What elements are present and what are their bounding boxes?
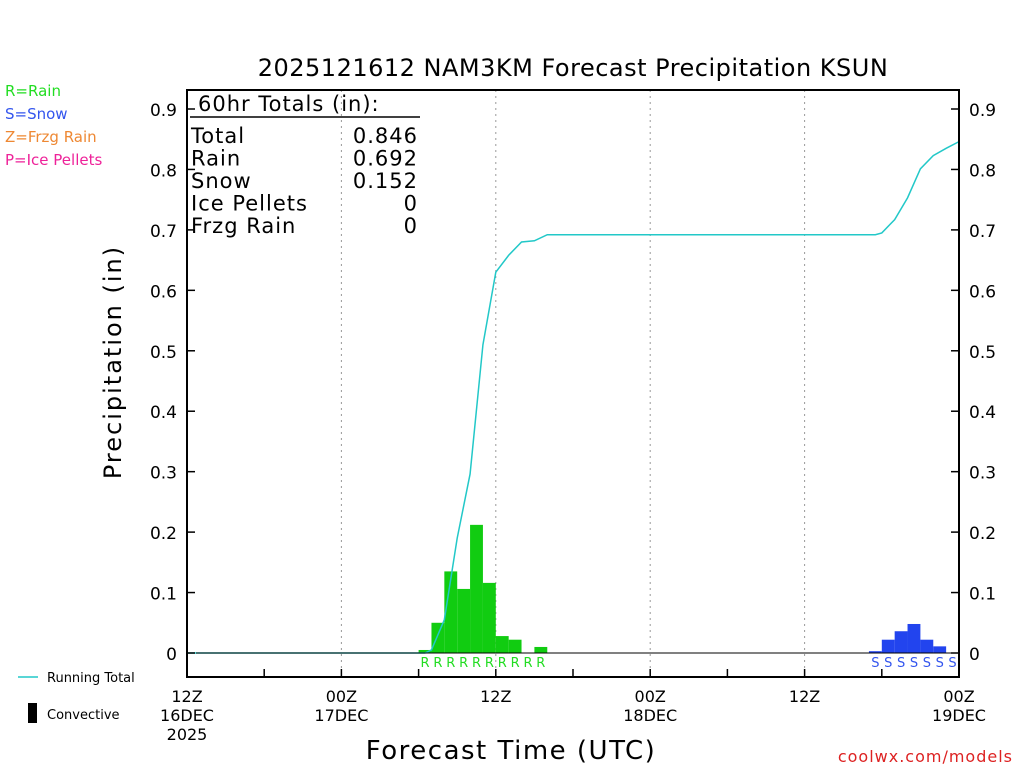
x-tick-label: 17DEC <box>314 706 368 725</box>
x-tick-label: 2025 <box>167 725 208 744</box>
y-tick-label-left: 0 <box>166 645 177 665</box>
x-tick-label: 12Z <box>171 687 202 706</box>
type-marker-R: R <box>485 656 494 671</box>
type-marker-R: R <box>472 656 481 671</box>
convective-swatch <box>28 703 37 723</box>
type-marker-R: R <box>433 656 442 671</box>
type-marker-R: R <box>536 656 545 671</box>
y-tick-label-left: 0.9 <box>150 101 177 121</box>
totals-box: 60hr Totals (in): Total 0.846 Rain 0.692 Sno… <box>190 92 420 238</box>
y-tick-label-right: 0.5 <box>969 343 996 363</box>
x-tick-label: 12Z <box>480 687 511 706</box>
x-tick-label: 00Z <box>326 687 357 706</box>
y-axis-left: 0 0.1 0.2 0.3 0.4 0.5 0.6 0.7 0.8 0.9 <box>150 101 195 665</box>
type-legend-entry: P=Ice Pellets <box>5 151 102 169</box>
precip-bar <box>894 631 908 653</box>
x-axis-label: Forecast Time (UTC) <box>366 736 657 766</box>
running-total-line-group <box>187 140 960 654</box>
x-tick-label: 00Z <box>635 687 666 706</box>
type-marker-S: S <box>936 656 944 671</box>
type-marker-S: S <box>948 656 956 671</box>
type-marker-R: R <box>446 656 455 671</box>
totals-label: Rain <box>191 147 241 171</box>
totals-value: 0.846 <box>353 124 418 148</box>
x-tick-label: 16DEC <box>160 706 214 725</box>
precip-bar <box>418 649 432 653</box>
precip-bar <box>457 588 471 653</box>
totals-label: Total <box>190 124 245 148</box>
y-tick-label-left: 0.4 <box>150 403 177 423</box>
y-tick-label-right: 0.1 <box>969 585 996 605</box>
type-marker-R: R <box>523 656 532 671</box>
type-marker-S: S <box>923 656 931 671</box>
precip-type-legend: R=Rain S=Snow Z=Frzg Rain P=Ice Pellets <box>5 82 102 169</box>
precip-bar <box>933 646 947 653</box>
type-marker-S: S <box>871 656 879 671</box>
type-marker-R: R <box>459 656 468 671</box>
y-tick-label-right: 0 <box>969 645 980 665</box>
y-tick-label-right: 0.7 <box>969 222 996 242</box>
type-marker-R: R <box>511 656 520 671</box>
type-marker-S: S <box>897 656 905 671</box>
y-tick-label-right: 0.9 <box>969 101 996 121</box>
precip-bar <box>868 651 882 653</box>
y-axis-right: 0 0.1 0.2 0.3 0.4 0.5 0.6 0.7 0.8 0.9 <box>951 101 996 665</box>
y-tick-label-left: 0.1 <box>150 585 177 605</box>
precip-bar <box>470 524 483 653</box>
precip-bar <box>508 639 522 653</box>
type-legend-entry: Z=Frzg Rain <box>5 128 97 146</box>
y-tick-label-left: 0.2 <box>150 524 177 544</box>
x-tick-label: 12Z <box>789 687 820 706</box>
totals-label: Snow <box>191 169 252 193</box>
precip-bar <box>444 571 458 653</box>
y-tick-label-left: 0.8 <box>150 161 177 181</box>
totals-value: 0 <box>404 214 418 238</box>
convective-legend-label: Convective <box>47 708 120 723</box>
y-tick-label-left: 0.5 <box>150 343 177 363</box>
type-marker-S: S <box>910 656 918 671</box>
type-marker-S: S <box>884 656 892 671</box>
precip-bar <box>907 623 921 653</box>
type-marker-R: R <box>421 656 430 671</box>
y-tick-label-left: 0.6 <box>150 282 177 302</box>
y-tick-label-right: 0.8 <box>969 161 996 181</box>
running-total-line <box>187 140 960 654</box>
precip-bar <box>482 582 496 653</box>
precip-bar <box>881 639 895 653</box>
plot-frame <box>186 89 960 678</box>
totals-value: 0.692 <box>353 147 418 171</box>
source-credit: coolwx.com/models <box>838 747 1013 766</box>
running-total-legend-label: Running Total <box>47 671 135 686</box>
y-tick-label-left: 0.3 <box>150 464 177 484</box>
y-tick-label-right: 0.2 <box>969 524 996 544</box>
precip-bar <box>495 636 509 653</box>
x-tick-label: 18DEC <box>623 706 677 725</box>
y-tick-label-right: 0.6 <box>969 282 996 302</box>
totals-value: 0 <box>404 192 418 216</box>
y-tick-label-right: 0.3 <box>969 464 996 484</box>
chart-title: 2025121612 NAM3KM Forecast Precipitation… <box>258 54 889 82</box>
precip-bar <box>431 622 445 653</box>
x-tick-label: 19DEC <box>932 706 986 725</box>
x-tick-label: 00Z <box>943 687 974 706</box>
y-tick-label-left: 0.7 <box>150 222 177 242</box>
y-axis-label: Precipitation (in) <box>99 245 127 479</box>
vertical-gridlines <box>340 90 806 677</box>
totals-header: 60hr Totals (in): <box>198 92 380 116</box>
totals-value: 0.152 <box>353 169 418 193</box>
precip-bar <box>920 639 934 653</box>
type-legend-entry: R=Rain <box>5 82 61 100</box>
type-legend-entry: S=Snow <box>5 105 68 123</box>
type-marker-R: R <box>498 656 507 671</box>
totals-label: Ice Pellets <box>191 192 308 216</box>
totals-label: Frzg Rain <box>191 214 296 238</box>
line-legend: Running Total Convective <box>18 671 135 723</box>
y-tick-label-right: 0.4 <box>969 403 996 423</box>
precip-bar <box>534 646 548 653</box>
precipitation-bars <box>418 524 947 653</box>
